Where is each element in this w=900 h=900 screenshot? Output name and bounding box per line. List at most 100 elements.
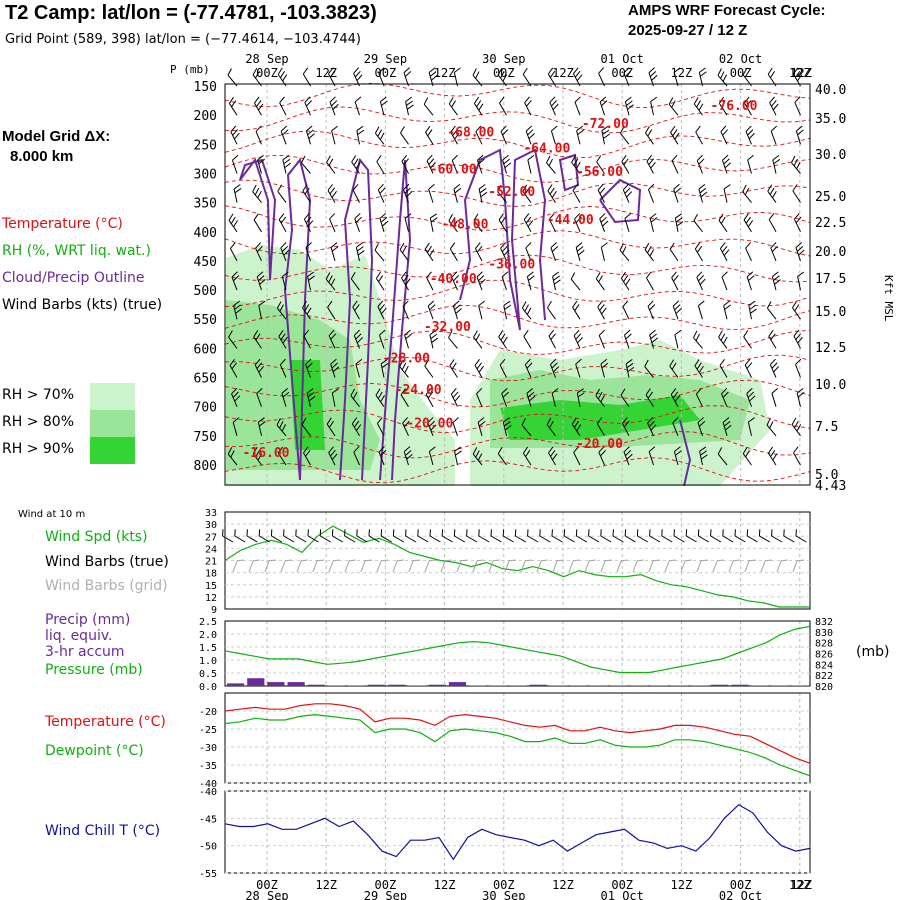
wind-barb-feather [232, 417, 240, 423]
wind-barb-feather [404, 187, 411, 194]
wind-barb-feather [357, 250, 365, 256]
wind-barb-feather [791, 417, 797, 425]
wind-barb-staff [576, 130, 581, 145]
wind-barb [623, 329, 632, 349]
wind-barb-feather [524, 358, 531, 366]
wind-barb [596, 155, 605, 174]
wind-barb-feather [308, 275, 315, 281]
wind-barb-grid-feather [573, 559, 580, 562]
wind-barb-feather [699, 446, 707, 452]
wind-barb-feather [453, 300, 460, 307]
wind-barb-feather [331, 191, 337, 198]
wind-barb-staff [624, 101, 630, 116]
pressure-tick: 822 [815, 671, 833, 682]
wind-barb [400, 388, 409, 407]
wind-barb-10m [344, 529, 356, 543]
wind-barb-10m-feather [551, 529, 553, 537]
wind-barb [304, 96, 312, 116]
wind-barb-10m [222, 529, 234, 543]
wind-barb-grid [664, 559, 676, 573]
wind-barb-feather [668, 97, 674, 105]
legend-precip: Precip (mm) [45, 612, 131, 628]
wind-barb-staff [646, 277, 654, 291]
wind-barb-feather [627, 366, 635, 373]
wind-barb-feather [719, 358, 725, 366]
wind-barb [522, 184, 532, 203]
wind-barb [673, 183, 681, 203]
wind-barb-feather [797, 74, 803, 82]
wind-barb-grid-feather [653, 559, 660, 562]
wind-barb-feather [356, 74, 363, 81]
wind-barb-10m-staff [393, 535, 405, 543]
wind-barb [550, 242, 559, 262]
wind-barb-feather [353, 67, 360, 74]
wind-barb-feather [626, 191, 633, 198]
wind-barb-grid-staff [328, 560, 334, 573]
wind-barb-feather [350, 271, 356, 280]
wind-barb [620, 388, 630, 407]
wind-barb-feather [521, 418, 526, 426]
wind-barb-grid [520, 559, 532, 573]
wind-barb-feather [353, 446, 360, 453]
wind-barb-feather [574, 304, 580, 312]
wind-barb-feather [623, 67, 630, 74]
wind-barb-feather [770, 333, 776, 341]
wind-barb-feather [602, 129, 610, 135]
wind-barb-feather [767, 446, 774, 454]
wind-barb-grid-staff [344, 560, 350, 573]
wind-barb [721, 154, 732, 174]
wind-barb [600, 358, 609, 378]
wind-barb-grid-feather [749, 559, 756, 562]
wind-barb-feather [596, 417, 603, 425]
wind-barb [423, 97, 434, 116]
wind-barb [449, 359, 458, 378]
wind-barb-feather [451, 100, 456, 108]
wind-barb-staff [550, 130, 556, 145]
wind-barb-feather [233, 220, 238, 228]
wind-barb-feather [356, 242, 363, 248]
wind-speed-tick: 18 [205, 569, 217, 580]
temperature-contour [224, 179, 811, 207]
wind-barb-feather [623, 420, 630, 428]
wind-barb-grid [680, 559, 692, 573]
hour-tick-top: 12Z [790, 66, 812, 80]
wind-barb-feather [523, 213, 530, 220]
wind-barb-feather [698, 300, 705, 307]
legend-rh80-swatch [90, 410, 135, 437]
wind-barb-staff [644, 366, 654, 378]
wind-barb-10m [624, 529, 636, 543]
wind-barb-staff [742, 453, 752, 466]
wind-barb-10m-feather [502, 529, 505, 537]
wind-barb [746, 271, 755, 291]
wind-barb-staff [597, 306, 605, 320]
wind-barb-10m-staff [612, 535, 624, 543]
wind-barb-feather [626, 453, 633, 460]
wind-barb [548, 213, 556, 233]
wind-barb-feather [352, 300, 358, 308]
wind-barb-staff [766, 307, 777, 320]
cross-section-frame [224, 83, 811, 486]
wind-barb-feather [255, 333, 261, 341]
date-tick-top: 29 Sep [364, 52, 407, 66]
wind-barb [503, 300, 512, 320]
wind-barb-feather [771, 245, 778, 252]
wind-barb-feather [455, 450, 462, 456]
wind-barb-10m-staff [466, 535, 478, 543]
wind-barb-10m-staff [417, 535, 429, 543]
wind-barb [622, 183, 633, 203]
wind-barb [375, 388, 385, 407]
wind-barb-feather [500, 125, 507, 132]
wind-barb-10m-feather [575, 529, 578, 537]
wind-barb [376, 417, 385, 437]
wind-barb-feather [771, 362, 778, 369]
wind-barb-feather [670, 125, 676, 133]
wind-barb-staff [328, 335, 336, 349]
wind-barb [278, 329, 288, 349]
wind-barb-feather [627, 104, 634, 110]
wind-barb-feather [773, 275, 780, 281]
wind-barb-feather [256, 271, 264, 278]
wind-barb-feather [278, 329, 284, 337]
wind-barb-staff [693, 337, 703, 349]
wind-barb-10m [783, 529, 795, 543]
